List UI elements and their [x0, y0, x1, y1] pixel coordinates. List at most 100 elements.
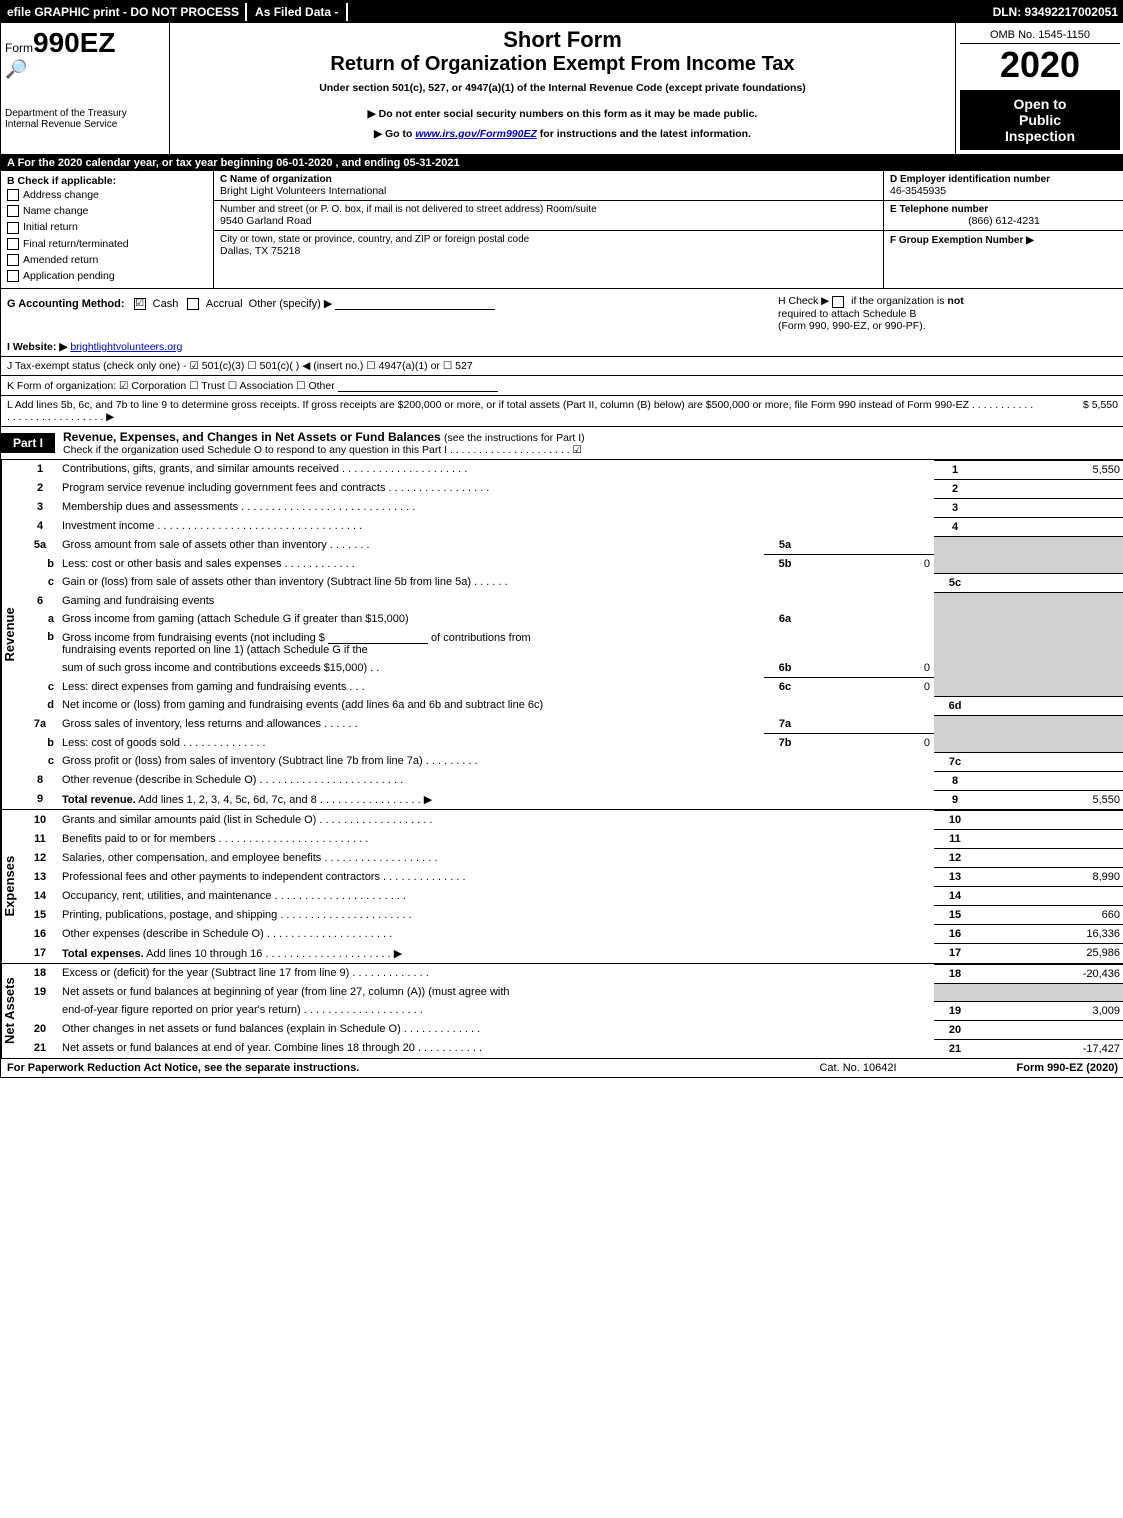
h-not: not: [947, 295, 963, 307]
chk-amended-return[interactable]: Amended return: [7, 252, 207, 268]
group-exemption-label: F Group Exemption Number ▶: [890, 235, 1034, 246]
tax-year: 2020: [960, 44, 1120, 86]
chk-name-change[interactable]: Name change: [7, 203, 207, 219]
ein-value: 46-3545935: [890, 185, 1118, 197]
short-form-title: Short Form: [178, 27, 947, 53]
l-text: L Add lines 5b, 6c, and 7b to line 9 to …: [7, 399, 1038, 423]
line-7b: b Less: cost of goods sold . . . . . . .…: [22, 734, 1123, 753]
footer-left: For Paperwork Reduction Act Notice, see …: [7, 1062, 778, 1074]
chk-initial-return[interactable]: Initial return: [7, 219, 207, 235]
open-to-public-box: Open to Public Inspection: [960, 90, 1120, 150]
efile-notice: efile GRAPHIC print - DO NOT PROCESS: [1, 3, 245, 21]
chk-cash[interactable]: ☑: [134, 298, 146, 310]
omb-number: OMB No. 1545-1150: [960, 27, 1120, 44]
checkbox-icon[interactable]: [7, 205, 19, 217]
city-label: City or town, state or province, country…: [220, 234, 877, 245]
footer-cat-no: Cat. No. 10642I: [778, 1062, 938, 1074]
checkbox-icon[interactable]: [7, 238, 19, 250]
street-label: Number and street (or P. O. box, if mail…: [220, 204, 877, 215]
checkbox-icon[interactable]: [7, 270, 19, 282]
org-info-section: B Check if applicable: Address change Na…: [1, 171, 1123, 289]
goto-suffix: for instructions and the latest informat…: [537, 128, 751, 140]
top-bar: efile GRAPHIC print - DO NOT PROCESS As …: [1, 1, 1123, 23]
checkbox-icon[interactable]: [7, 189, 19, 201]
street-value: 9540 Garland Road: [220, 215, 877, 227]
city-value: Dallas, TX 75218: [220, 245, 877, 257]
header-right: OMB No. 1545-1150 2020 Open to Public In…: [955, 23, 1123, 154]
expenses-body: 10 Grants and similar amounts paid (list…: [22, 810, 1123, 963]
line-1: 1 Contributions, gifts, grants, and simi…: [22, 460, 1123, 479]
as-filed-label: As Filed Data -: [245, 3, 348, 21]
line-6b-1: b Gross income from fundraising events (…: [22, 628, 1123, 659]
line-5a: 5a Gross amount from sale of assets othe…: [22, 536, 1123, 555]
line-4: 4 Investment income . . . . . . . . . . …: [22, 517, 1123, 536]
row-l: L Add lines 5b, 6c, and 7b to line 9 to …: [1, 396, 1123, 426]
ein-cell: D Employer identification number 46-3545…: [884, 171, 1123, 201]
net-assets-section: Net Assets 18 Excess or (deficit) for th…: [1, 963, 1123, 1058]
expenses-table: 10 Grants and similar amounts paid (list…: [22, 810, 1123, 963]
street-cell: Number and street (or P. O. box, if mail…: [214, 201, 883, 231]
part-i-header: Part I Revenue, Expenses, and Changes in…: [1, 426, 1123, 460]
open-line2: Public: [962, 112, 1118, 128]
chk-application-pending[interactable]: Application pending: [7, 268, 207, 284]
netassets-body: 18 Excess or (deficit) for the year (Sub…: [22, 964, 1123, 1058]
line-20: 20 Other changes in net assets or fund b…: [22, 1020, 1123, 1039]
form-prefix: Form: [5, 41, 33, 55]
revenue-table: 1 Contributions, gifts, grants, and simi…: [22, 460, 1123, 810]
checkbox-icon[interactable]: [7, 254, 19, 266]
h-text4: (Form 990, 990-EZ, or 990-PF).: [778, 320, 926, 332]
org-name-label: C Name of organization: [220, 174, 877, 185]
other-method-field[interactable]: [335, 297, 495, 310]
chk-schedule-b[interactable]: [832, 296, 844, 308]
chk-accrual[interactable]: [187, 298, 199, 310]
part-i-sub: (see the instructions for Part I): [444, 432, 585, 444]
expenses-section: Expenses 10 Grants and similar amounts p…: [1, 809, 1123, 963]
line-12: 12 Salaries, other compensation, and emp…: [22, 849, 1123, 868]
line-6: 6 Gaming and fundraising events: [22, 592, 1123, 610]
chk-address-change[interactable]: Address change: [7, 187, 207, 203]
return-title: Return of Organization Exempt From Incom…: [178, 53, 947, 76]
line-19-1: 19 Net assets or fund balances at beginn…: [22, 983, 1123, 1001]
efile-icon: 🔎: [5, 59, 165, 80]
checkbox-icon[interactable]: [7, 222, 19, 234]
part-i-check: Check if the organization used Schedule …: [63, 444, 1116, 456]
line-13: 13 Professional fees and other payments …: [22, 868, 1123, 887]
row-h: H Check ▶ if the organization is not req…: [772, 289, 1123, 337]
line-10: 10 Grants and similar amounts paid (list…: [22, 811, 1123, 830]
line-5b: b Less: cost or other basis and sales ex…: [22, 555, 1123, 574]
phone-value: (866) 612-4231: [890, 215, 1118, 227]
chk-final-return[interactable]: Final return/terminated: [7, 236, 207, 252]
phone-cell: E Telephone number (866) 612-4231: [884, 201, 1123, 231]
line-16: 16 Other expenses (describe in Schedule …: [22, 925, 1123, 944]
box-b: B Check if applicable: Address change Na…: [1, 171, 214, 288]
open-line1: Open to: [962, 96, 1118, 112]
code-subline: Under section 501(c), 527, or 4947(a)(1)…: [178, 82, 947, 94]
header-left: Form990EZ 🔎 Department of the Treasury I…: [1, 23, 170, 154]
line-7c: c Gross profit or (loss) from sales of i…: [22, 752, 1123, 771]
box-d: D Employer identification number 46-3545…: [883, 171, 1123, 288]
ein-label: D Employer identification number: [890, 174, 1118, 185]
line-3: 3 Membership dues and assessments . . . …: [22, 498, 1123, 517]
other-org-field[interactable]: [338, 379, 498, 392]
line-17: 17 Total expenses. Add lines 10 through …: [22, 944, 1123, 963]
line-8: 8 Other revenue (describe in Schedule O)…: [22, 771, 1123, 790]
header-center: Short Form Return of Organization Exempt…: [170, 23, 955, 154]
website-link[interactable]: brightlightvolunteers.org: [70, 341, 182, 353]
contrib-amount-field[interactable]: [328, 631, 428, 644]
irs-link[interactable]: www.irs.gov/Form990EZ: [415, 128, 537, 140]
goto-instructions: ▶ Go to www.irs.gov/Form990EZ for instru…: [178, 128, 947, 140]
line-5c: c Gain or (loss) from sale of assets oth…: [22, 573, 1123, 592]
i-label: I Website: ▶: [7, 341, 67, 353]
box-c: C Name of organization Bright Light Volu…: [214, 171, 883, 288]
netassets-table: 18 Excess or (deficit) for the year (Sub…: [22, 964, 1123, 1058]
line-11: 11 Benefits paid to or for members . . .…: [22, 830, 1123, 849]
dept-treasury: Department of the Treasury: [5, 108, 165, 119]
line-2: 2 Program service revenue including gove…: [22, 479, 1123, 498]
h-text3: required to attach Schedule B: [778, 308, 916, 320]
line-15: 15 Printing, publications, postage, and …: [22, 906, 1123, 925]
line-6c: c Less: direct expenses from gaming and …: [22, 678, 1123, 697]
line-19-2: end-of-year figure reported on prior yea…: [22, 1001, 1123, 1020]
revenue-side-label: Revenue: [1, 460, 22, 810]
city-cell: City or town, state or province, country…: [214, 231, 883, 260]
line-6b-2: sum of such gross income and contributio…: [22, 659, 1123, 678]
